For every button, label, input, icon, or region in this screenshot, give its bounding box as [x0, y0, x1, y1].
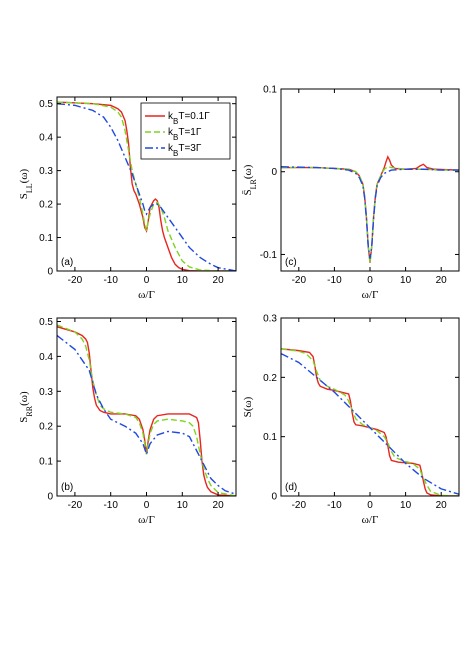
panel-a: -20 -10 0 10 20 0 0.1 0.2 0.3 0.4 0.5 ω/Γ SLL(ω) (a) k…	[18, 96, 237, 301]
series-line-a-1	[57, 101, 236, 271]
x-axis-label: ω/Γ	[362, 514, 379, 526]
y-tick-label: 0.5	[39, 99, 53, 110]
y-tick-label: 0.1	[263, 432, 277, 443]
legend-box	[140, 102, 231, 160]
y-tick-label: 0.3	[39, 166, 53, 177]
y-tick-label: 0.2	[263, 373, 277, 384]
panel-label: (d)	[285, 482, 297, 493]
y-tick-label: 0.1	[263, 85, 277, 96]
plot-frame-c	[280, 88, 460, 272]
y-tick-label: 0	[47, 492, 53, 503]
x-tick-label: 0	[367, 500, 373, 511]
x-tick-label: 20	[436, 500, 448, 511]
series-line-a-0	[57, 101, 236, 271]
x-tick-label: 10	[400, 275, 412, 286]
y-tick-label: 0.1	[39, 233, 53, 244]
legend-entry-label: kBT=1Γ	[168, 127, 202, 142]
x-tick-label: 0	[367, 275, 373, 286]
x-tick-label: 10	[177, 500, 189, 511]
x-tick-label: 20	[213, 275, 225, 286]
plot-frame-b	[56, 317, 237, 497]
series-line-c-2	[281, 166, 459, 259]
y-tick-label: 0.2	[39, 422, 53, 433]
x-axis-label: ω/Γ	[138, 289, 155, 301]
x-axis-label: ω/Γ	[362, 289, 379, 301]
series-line-b-2	[57, 334, 236, 495]
series-line-d-2	[281, 352, 459, 495]
panel-label: (c)	[285, 257, 297, 268]
y-axis-label: S̄LR(ω)	[242, 164, 258, 195]
x-tick-label: -10	[327, 500, 342, 511]
series-line-c-1	[281, 166, 459, 263]
y-tick-label: 0.5	[39, 317, 53, 328]
x-tick-label: -10	[327, 275, 342, 286]
y-tick-label: 0.3	[39, 387, 53, 398]
x-tick-label: 10	[400, 500, 412, 511]
series-line-b-1	[57, 324, 236, 496]
x-tick-label: 20	[436, 275, 448, 286]
x-tick-label: -20	[68, 500, 83, 511]
y-tick-label: 0.2	[39, 200, 53, 211]
series-line-b-0	[57, 326, 236, 496]
x-axis-label: ω/Γ	[138, 514, 155, 526]
x-tick-label: -10	[103, 275, 118, 286]
y-tick-label: 0	[47, 267, 53, 278]
y-tick-label: 0.3	[263, 314, 277, 325]
series-line-c-0	[281, 155, 459, 263]
x-tick-label: -20	[292, 275, 307, 286]
legend-entry-label: kBT=0.1Γ	[168, 111, 210, 126]
legend-entry-label: kBT=3Γ	[168, 143, 202, 158]
panel-label: (b)	[61, 482, 73, 493]
plot-frame-d	[280, 317, 460, 497]
y-tick-label: 0.1	[39, 457, 53, 468]
x-tick-label: -20	[292, 500, 307, 511]
y-axis-label: S(ω)	[242, 396, 254, 417]
y-tick-label: 0	[271, 492, 277, 503]
x-tick-label: -20	[68, 275, 83, 286]
y-axis-label: SLL(ω)	[18, 168, 34, 199]
y-tick-label: 0.4	[39, 352, 53, 363]
x-tick-label: 0	[144, 275, 150, 286]
series-line-d-0	[281, 348, 459, 496]
panel-d: -20 -10 0 10 20 0 0.1 0.2 0.3 ω/Γ S(ω) (d)	[242, 314, 460, 526]
panel-c: -20 -10 0 10 20 -0.1 0 0.1 ω/Γ S̄LR(ω) (c)	[242, 85, 460, 301]
x-tick-label: 0	[144, 500, 150, 511]
y-tick-label: -0.1	[260, 250, 278, 261]
y-tick-label: 0	[271, 167, 277, 178]
panel-b: -20 -10 0 10 20 0 0.1 0.2 0.3 0.4 0.5 ω/Γ SRR(ω) (b)	[18, 317, 237, 526]
series-line-a-2	[57, 102, 236, 271]
y-tick-label: 0.4	[39, 133, 53, 144]
series-line-d-1	[281, 348, 459, 496]
y-axis-label: SRR(ω)	[18, 391, 34, 423]
x-tick-label: 20	[213, 500, 225, 511]
panel-label: (a)	[61, 257, 73, 268]
x-tick-label: -10	[103, 500, 118, 511]
x-tick-label: 10	[177, 275, 189, 286]
